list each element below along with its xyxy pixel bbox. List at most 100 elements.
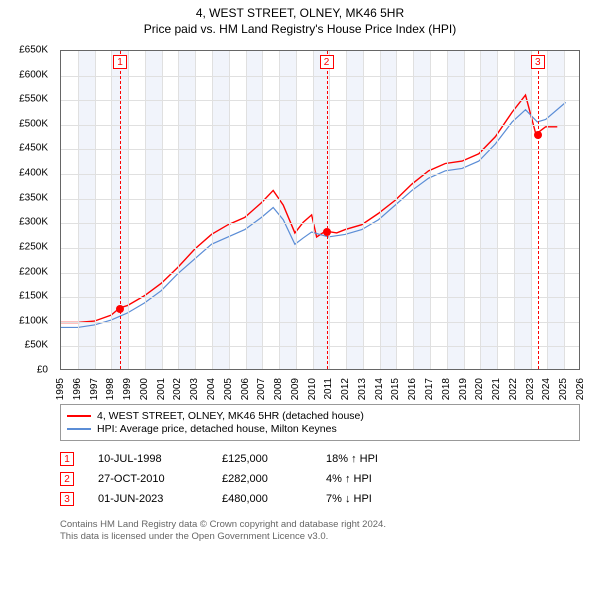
gridline-v [162,51,163,369]
sale-row: 1 10-JUL-1998 £125,000 18% ↑ HPI [60,449,580,469]
legend-label: 4, WEST STREET, OLNEY, MK46 5HR (detache… [97,410,364,422]
gridline-v [346,51,347,369]
legend-swatch [67,428,91,430]
gridline-v [128,51,129,369]
y-tick-label: £50K [25,340,48,351]
x-tick-label: 2026 [575,378,586,400]
gridline-v [531,51,532,369]
x-tick-label: 1997 [89,378,100,400]
x-tick-label: 2007 [256,378,267,400]
gridline-v [363,51,364,369]
gridline-v [78,51,79,369]
hpi-figure: 4, WEST STREET, OLNEY, MK46 5HR Price pa… [0,0,600,590]
gridline-h [61,174,579,175]
series-line [61,95,557,322]
x-tick-label: 2024 [541,378,552,400]
x-tick-label: 2016 [407,378,418,400]
gridline-v [145,51,146,369]
sale-row: 3 01-JUN-2023 £480,000 7% ↓ HPI [60,489,580,509]
x-tick-label: 2015 [390,378,401,400]
sale-row: 2 27-OCT-2010 £282,000 4% ↑ HPI [60,469,580,489]
sale-date: 10-JUL-1998 [98,453,198,465]
legend-label: HPI: Average price, detached house, Milt… [97,423,337,435]
x-tick-label: 2019 [458,378,469,400]
x-tick-label: 1995 [55,378,66,400]
y-tick-label: £400K [19,168,48,179]
gridline-v [514,51,515,369]
sale-delta: 4% ↑ HPI [326,473,416,485]
sale-marker-point [534,131,542,139]
y-tick-label: £550K [19,94,48,105]
x-tick-label: 2006 [240,378,251,400]
x-tick-label: 2008 [273,378,284,400]
x-tick-label: 2011 [323,378,334,400]
footer: Contains HM Land Registry data © Crown c… [60,519,580,544]
gridline-v [229,51,230,369]
x-tick-label: 2013 [357,378,368,400]
legend-swatch [67,415,91,417]
footer-line: Contains HM Land Registry data © Crown c… [60,519,580,531]
y-tick-label: £600K [19,69,48,80]
sale-date: 01-JUN-2023 [98,493,198,505]
chart-subtitle: Price paid vs. HM Land Registry's House … [0,20,600,40]
gridline-h [61,125,579,126]
sale-price: £480,000 [222,493,302,505]
y-tick-label: £500K [19,118,48,129]
y-tick-label: £100K [19,315,48,326]
sale-marker-point [323,228,331,236]
gridline-v [111,51,112,369]
gridline-v [547,51,548,369]
chart-title: 4, WEST STREET, OLNEY, MK46 5HR [0,0,600,20]
x-axis-labels: 1995199619971998199920002001200220032004… [60,374,580,404]
y-tick-label: £300K [19,217,48,228]
sale-marker-box: 1 [113,55,127,69]
gridline-h [61,248,579,249]
gridline-v [464,51,465,369]
sale-marker-box: 2 [320,55,334,69]
gridline-v [564,51,565,369]
sale-marker-line [538,51,539,369]
gridline-v [447,51,448,369]
x-tick-label: 2020 [474,378,485,400]
x-tick-label: 2025 [558,378,569,400]
gridline-v [246,51,247,369]
gridline-h [61,149,579,150]
sale-marker-point [116,305,124,313]
x-tick-label: 1999 [122,378,133,400]
x-tick-label: 2000 [139,378,150,400]
sale-delta: 7% ↓ HPI [326,493,416,505]
gridline-v [296,51,297,369]
gridline-h [61,322,579,323]
y-tick-label: £250K [19,241,48,252]
y-tick-label: £350K [19,192,48,203]
sale-price: £125,000 [222,453,302,465]
x-tick-label: 2012 [340,378,351,400]
sale-price: £282,000 [222,473,302,485]
gridline-v [212,51,213,369]
y-tick-label: £650K [19,45,48,56]
sale-marker-line [120,51,121,369]
plot-area: 123 [60,50,580,370]
gridline-v [313,51,314,369]
y-tick-label: £450K [19,143,48,154]
sale-marker-line [327,51,328,369]
x-tick-label: 2021 [491,378,502,400]
gridline-h [61,297,579,298]
x-tick-label: 2002 [172,378,183,400]
x-tick-label: 2017 [424,378,435,400]
sale-delta: 18% ↑ HPI [326,453,416,465]
plot-area-wrap: 123 199519961997199819992000200120022003… [0,40,600,400]
gridline-v [329,51,330,369]
legend-item: HPI: Average price, detached house, Milt… [67,423,573,435]
y-tick-label: £0 [37,365,48,376]
gridline-v [178,51,179,369]
x-tick-label: 2018 [441,378,452,400]
x-tick-label: 2003 [189,378,200,400]
gridline-h [61,346,579,347]
gridline-v [279,51,280,369]
y-tick-label: £150K [19,291,48,302]
x-tick-label: 1996 [72,378,83,400]
gridline-v [480,51,481,369]
gridline-v [497,51,498,369]
footer-line: This data is licensed under the Open Gov… [60,531,580,543]
